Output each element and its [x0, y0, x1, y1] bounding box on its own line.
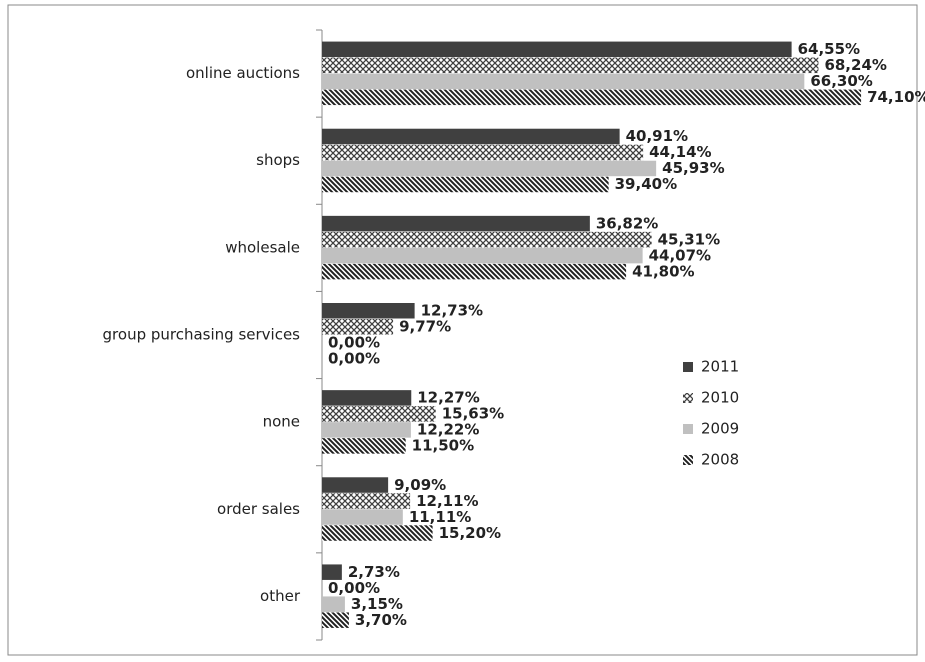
bar: [322, 41, 792, 58]
bar: [322, 422, 411, 438]
value-label: 64,55%: [798, 40, 860, 58]
value-label: 0,00%: [328, 334, 380, 352]
value-label: 2,73%: [348, 563, 400, 581]
category-label: order sales: [217, 500, 300, 518]
bar: [322, 128, 620, 145]
category-label: other: [260, 587, 301, 605]
value-label: 44,07%: [649, 246, 711, 264]
legend-swatch: [683, 424, 693, 434]
bar: [322, 438, 406, 454]
value-label: 44,14%: [649, 143, 711, 161]
value-label: 66,30%: [810, 72, 872, 90]
legend-label: 2010: [701, 389, 739, 407]
value-label: 74,10%: [867, 88, 925, 106]
bar: [322, 477, 389, 493]
frame: [7, 4, 918, 656]
value-label: 12,27%: [417, 389, 479, 407]
value-label: 36,82%: [596, 214, 658, 232]
value-label: 3,70%: [355, 611, 407, 629]
category-label: online auctions: [186, 64, 300, 82]
value-label: 9,09%: [394, 476, 446, 494]
bar: [322, 144, 644, 161]
value-label: 12,22%: [417, 421, 479, 439]
bar: [322, 390, 412, 406]
bar: [322, 319, 394, 335]
value-label: 0,00%: [328, 350, 380, 368]
category-label: wholesale: [225, 238, 300, 256]
bar: [322, 73, 805, 90]
category-label: group purchasing services: [103, 326, 301, 344]
value-label: 12,11%: [416, 492, 478, 510]
legend-label: 2011: [701, 358, 739, 376]
bar: [322, 247, 643, 264]
value-label: 45,93%: [662, 159, 724, 177]
bar: [322, 525, 433, 541]
value-label: 15,63%: [442, 405, 504, 423]
bar: [322, 263, 627, 280]
legend-swatch: [683, 362, 693, 372]
bar: [322, 493, 411, 509]
value-label: 0,00%: [328, 579, 380, 597]
legend-label: 2008: [701, 451, 739, 469]
value-label: 12,73%: [421, 302, 483, 320]
bar: [322, 406, 436, 422]
bar: [322, 509, 403, 525]
bar: [322, 612, 349, 628]
bar: [322, 89, 862, 106]
bar: [322, 231, 652, 248]
category-label: shops: [256, 151, 300, 169]
value-label: 11,11%: [409, 508, 471, 526]
bar: [322, 57, 819, 74]
value-label: 45,31%: [658, 230, 720, 248]
bar: [322, 160, 657, 177]
value-label: 41,80%: [632, 262, 694, 280]
bar: [322, 596, 345, 612]
legend-swatch: [683, 455, 693, 465]
bar: [322, 215, 590, 232]
value-label: 15,20%: [439, 524, 501, 542]
bar: [322, 303, 415, 319]
value-label: 9,77%: [399, 318, 451, 336]
category-label: none: [263, 413, 300, 431]
value-label: 68,24%: [824, 56, 886, 74]
legend-label: 2009: [701, 420, 739, 438]
legend-swatch: [683, 393, 693, 403]
value-label: 39,40%: [615, 175, 677, 193]
bar: [322, 176, 609, 193]
value-label: 11,50%: [412, 437, 474, 455]
value-label: 3,15%: [351, 595, 403, 613]
value-label: 40,91%: [626, 127, 688, 145]
bar: [322, 564, 342, 580]
